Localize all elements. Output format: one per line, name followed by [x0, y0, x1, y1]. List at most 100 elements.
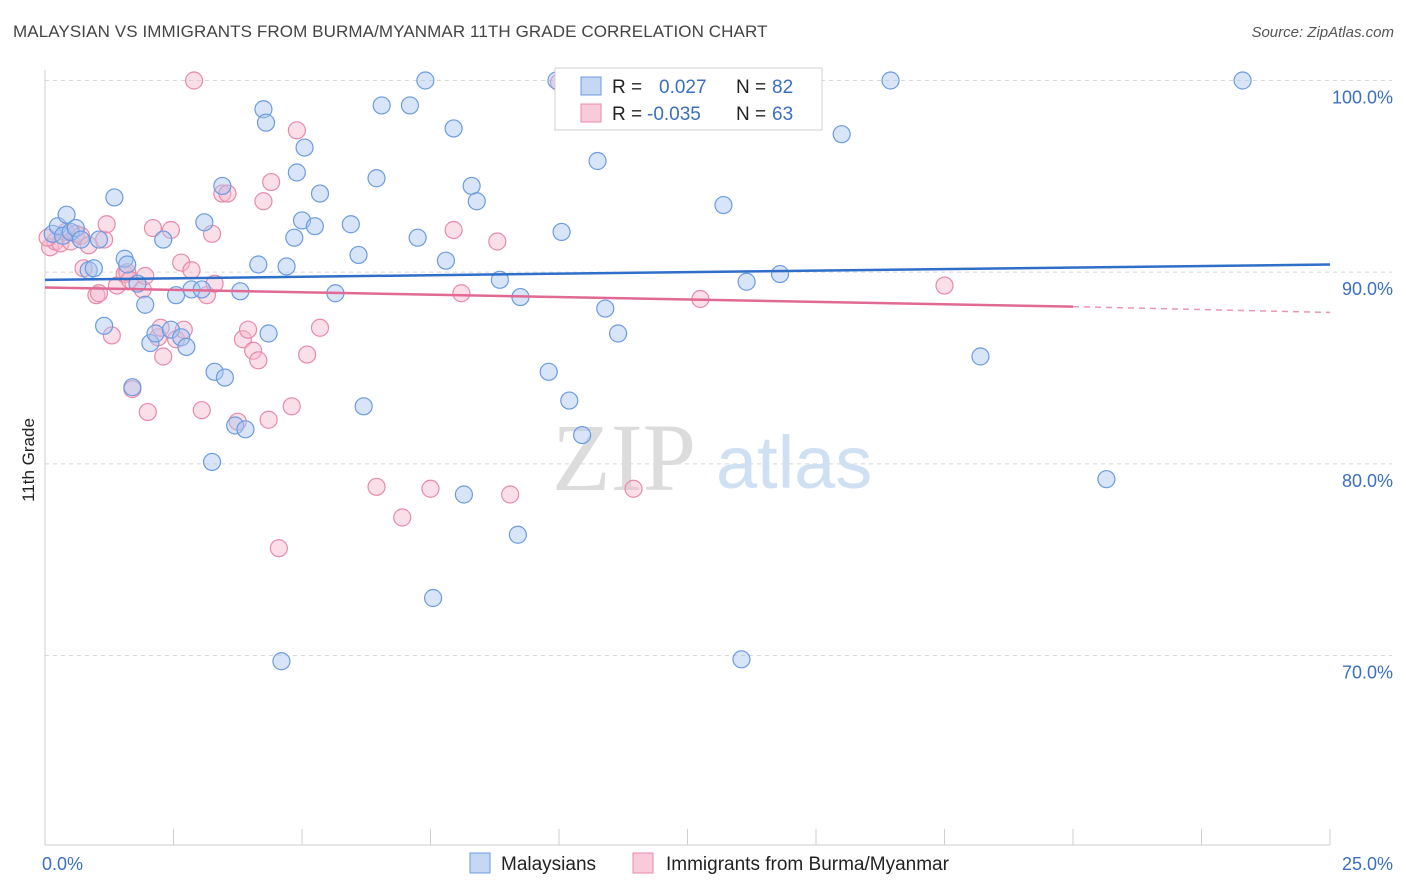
- pink-point: [97, 215, 116, 234]
- blue-point: [177, 337, 196, 357]
- blue-point: [467, 192, 486, 211]
- pink-point: [136, 266, 155, 286]
- pink-point: [935, 276, 954, 295]
- legend-swatch-pink: [580, 103, 602, 123]
- watermark-zip: ZIP: [552, 404, 696, 511]
- blue-point: [123, 378, 142, 397]
- pink-point: [269, 539, 288, 558]
- blue-point: [971, 347, 990, 366]
- blue-point: [287, 163, 306, 182]
- y-tick-label: 100.0%: [1332, 88, 1393, 108]
- y-tick-label: 80.0%: [1342, 471, 1393, 491]
- blue-point: [84, 259, 103, 278]
- pink-point: [249, 351, 268, 370]
- pink-point: [254, 192, 273, 211]
- blue-point: [105, 188, 124, 207]
- blue-point: [372, 96, 391, 115]
- grid-lines: [45, 80, 1392, 656]
- blue-point: [95, 316, 114, 335]
- blue-point: [881, 71, 900, 90]
- blue-point: [277, 257, 296, 276]
- blue-point: [226, 416, 245, 435]
- top-legend: R = 0.027 N = 82 R = -0.035 N = 63: [554, 67, 823, 131]
- blue-point: [588, 151, 607, 171]
- bottom-legend-label-pink: Immigrants from Burma/Myanmar: [666, 854, 950, 875]
- blue-point: [259, 324, 278, 343]
- blue-point: [295, 138, 314, 157]
- blue-point: [272, 652, 291, 671]
- blue-point: [416, 71, 435, 90]
- pink-point: [213, 184, 232, 203]
- pink-point: [393, 508, 412, 527]
- blue-point: [462, 176, 481, 196]
- blue-point: [596, 299, 615, 318]
- x-tick-label: 25.0%: [1342, 854, 1393, 874]
- pink-point: [452, 284, 471, 303]
- x-tick-labels: 0.0% 25.0%: [42, 854, 1393, 874]
- watermark-atlas: atlas: [716, 421, 872, 504]
- blue-point: [770, 264, 790, 284]
- blue-point: [552, 222, 571, 242]
- pink-point: [102, 326, 121, 345]
- trend-line-pink: [44, 286, 1074, 308]
- blue-point: [737, 272, 756, 291]
- legend-r-label-pink: R =: [612, 104, 642, 125]
- blue-point: [254, 100, 273, 119]
- blue-point: [1097, 470, 1116, 489]
- pink-point: [298, 345, 317, 364]
- blue-point: [66, 218, 85, 238]
- blue-point: [367, 169, 386, 188]
- y-axis-label: 11th Grade: [19, 418, 38, 502]
- legend-n-label-blue: N =: [736, 77, 766, 98]
- trend-line-blue: [44, 263, 1331, 282]
- blue-point: [136, 295, 155, 314]
- blue-point: [1233, 71, 1252, 90]
- bottom-legend-label-blue: Malaysians: [501, 854, 596, 875]
- blue-point: [436, 251, 456, 270]
- source-label: Source: ZipAtlas.com: [1251, 24, 1394, 41]
- pink-point: [172, 253, 191, 272]
- bottom-legend: Malaysians Immigrants from Burma/Myanmar: [469, 852, 950, 875]
- blue-series-points: [43, 71, 1252, 671]
- pink-point: [154, 347, 173, 366]
- blue-point: [202, 452, 222, 472]
- legend-r-value-blue: 0.027: [659, 77, 707, 98]
- blue-point: [539, 362, 558, 381]
- chart-title: MALAYSIAN VS IMMIGRANTS FROM BURMA/MYANM…: [13, 22, 768, 41]
- blue-point: [195, 213, 214, 232]
- blue-point: [249, 255, 268, 274]
- blue-point: [305, 217, 324, 236]
- legend-n-value-blue: 82: [772, 77, 793, 98]
- pink-point: [87, 286, 106, 305]
- blue-point: [341, 215, 360, 234]
- pink-point: [182, 261, 201, 280]
- pink-point: [95, 230, 114, 249]
- blue-point: [408, 228, 427, 247]
- blue-point: [454, 485, 474, 504]
- blue-point: [161, 320, 181, 339]
- bottom-legend-swatch-pink: [632, 852, 654, 874]
- pink-point: [143, 218, 163, 238]
- legend-swatch-blue: [580, 76, 602, 96]
- blue-point: [714, 195, 733, 215]
- pink-point: [488, 232, 507, 251]
- pink-point: [282, 397, 301, 416]
- pink-point: [244, 341, 263, 360]
- blue-point: [444, 119, 463, 138]
- blue-point: [310, 184, 330, 203]
- pink-point: [184, 71, 204, 90]
- pink-point: [624, 479, 643, 498]
- pink-point: [421, 479, 440, 498]
- legend-r-value-pink: -0.035: [647, 104, 701, 125]
- y-tick-labels: 70.0% 80.0% 90.0% 100.0%: [1332, 88, 1393, 683]
- blue-point: [213, 176, 232, 196]
- pink-point: [161, 220, 181, 240]
- pink-point: [262, 172, 281, 192]
- pink-point: [259, 410, 278, 429]
- pink-series-points: [38, 71, 954, 558]
- pink-point: [310, 318, 330, 337]
- pink-point: [444, 220, 463, 240]
- y-tick-label: 70.0%: [1342, 663, 1393, 683]
- blue-point: [423, 588, 443, 608]
